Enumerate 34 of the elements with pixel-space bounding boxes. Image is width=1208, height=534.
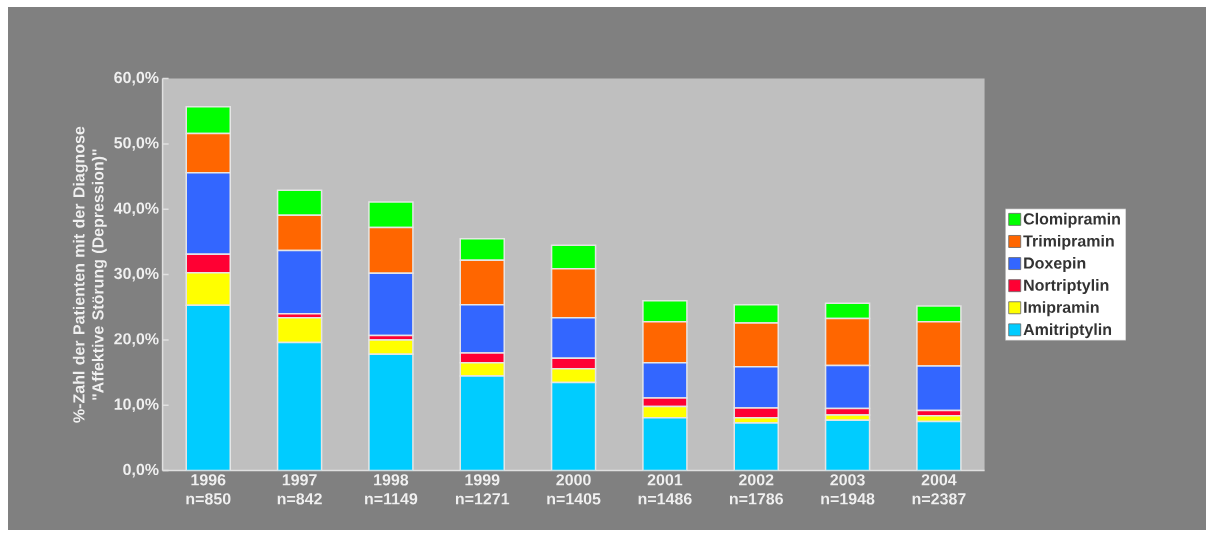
legend-label: Amitriptylin — [1023, 323, 1112, 339]
y-tick-label: 20,0% — [114, 333, 159, 347]
bar — [459, 375, 505, 471]
bar — [916, 420, 962, 471]
y-tick-label: 10,0% — [114, 398, 159, 413]
x-tick-label: 2002 n=1786 — [729, 474, 784, 505]
x-tick-label: 1999 n=1271 — [455, 474, 510, 505]
x-tick-label: 1996 n=850 — [186, 474, 231, 505]
legend-label: Doxepin — [1024, 257, 1086, 272]
bar — [550, 381, 597, 471]
y-tick-label: 50,0% — [114, 137, 159, 151]
bar — [733, 422, 779, 471]
legend-label: Imipramin — [1024, 301, 1099, 317]
bar — [276, 341, 323, 471]
legend-label: Trimipramin — [1023, 234, 1114, 250]
bar — [824, 419, 871, 471]
y-tick-label: 40,0% — [113, 202, 159, 217]
y-tick-label: 60,0% — [114, 71, 159, 86]
x-tick-label: 1997 n=842 — [277, 474, 322, 505]
bar — [185, 304, 231, 471]
x-tick-label: 2004 n=2387 — [912, 474, 966, 505]
y-tick-label: 0,0% — [123, 463, 159, 478]
legend-label: Nortriptylin — [1024, 279, 1109, 295]
x-tick-label: 2000 n=1405 — [547, 474, 601, 505]
bar — [276, 316, 323, 344]
x-tick-label: 1998 n=1149 — [365, 474, 418, 505]
y-tick-label: 30,0% — [114, 267, 159, 282]
bar — [642, 416, 688, 471]
legend-label: Clomipramin — [1023, 212, 1120, 228]
y-axis-title: %-Zahl der Patienten mit der Diagnose "Affektive Störung (Depression)" — [72, 126, 107, 423]
bar — [368, 339, 414, 356]
x-tick-label: 2001 n=1486 — [638, 474, 692, 505]
bar — [368, 353, 414, 471]
x-tick-label: 2003 n=1948 — [821, 474, 875, 505]
